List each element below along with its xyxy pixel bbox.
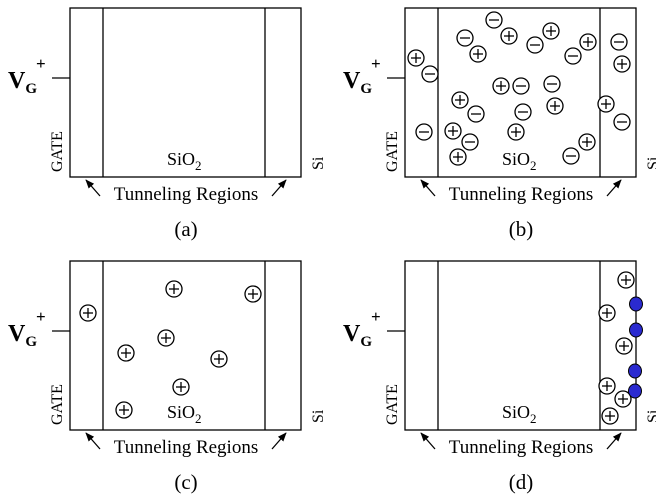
electron — [629, 384, 642, 398]
voltage-superscript: + — [36, 54, 46, 73]
voltage-subscript: G — [25, 334, 37, 350]
tunneling-arrow — [607, 433, 621, 449]
gate-label: GATE — [49, 384, 66, 425]
gate-label: GATE — [384, 384, 401, 425]
substrate-label: Si — [645, 409, 656, 423]
electron — [630, 323, 643, 337]
voltage-symbol: V — [8, 321, 26, 347]
substrate-label: Si — [310, 156, 327, 170]
electron — [630, 297, 643, 311]
tunneling-arrow — [421, 433, 435, 449]
voltage-superscript: + — [371, 54, 381, 73]
gate-label: GATE — [384, 131, 401, 172]
oxide-subscript: 2 — [530, 158, 537, 173]
oxide-label: SiO2 — [502, 149, 537, 173]
tunneling-arrow — [86, 180, 100, 196]
gate-voltage: VG — [343, 68, 372, 97]
voltage-superscript: + — [36, 307, 46, 326]
oxide-label: SiO2 — [502, 402, 537, 426]
voltage-symbol: V — [8, 68, 26, 94]
tunneling-label: Tunneling Regions — [114, 437, 258, 458]
tunneling-arrow — [272, 433, 286, 449]
oxide-text: SiO — [502, 402, 530, 422]
caption: (b) — [509, 217, 534, 241]
voltage-symbol: V — [343, 68, 361, 94]
voltage-subscript: G — [360, 334, 372, 350]
gate-voltage: VG — [8, 68, 37, 97]
tunneling-label: Tunneling Regions — [449, 437, 593, 458]
tunneling-arrow — [421, 180, 435, 196]
tunneling-arrow — [607, 180, 621, 196]
tunneling-arrow — [272, 180, 286, 196]
oxide-subscript: 2 — [195, 158, 202, 173]
tunneling-arrow — [86, 433, 100, 449]
gate-label: GATE — [49, 131, 66, 172]
gate-voltage: VG — [343, 321, 372, 350]
electron — [629, 364, 642, 378]
caption: (c) — [174, 470, 197, 494]
voltage-superscript: + — [371, 307, 381, 326]
oxide-text: SiO — [167, 402, 195, 422]
oxide-subscript: 2 — [530, 411, 537, 426]
oxide-text: SiO — [502, 149, 530, 169]
oxide-label: SiO2 — [167, 149, 202, 173]
tunneling-label: Tunneling Regions — [114, 184, 258, 205]
voltage-subscript: G — [360, 81, 372, 97]
oxide-subscript: 2 — [195, 411, 202, 426]
caption: (a) — [174, 217, 197, 241]
oxide-text: SiO — [167, 149, 195, 169]
voltage-symbol: V — [343, 321, 361, 347]
oxide-label: SiO2 — [167, 402, 202, 426]
voltage-subscript: G — [25, 81, 37, 97]
caption: (d) — [509, 470, 534, 494]
substrate-label: Si — [310, 409, 327, 423]
substrate-label: Si — [645, 156, 656, 170]
gate-voltage: VG — [8, 321, 37, 350]
figure: VG+GATESiO2SiTunneling Regions(a)VG+GATE… — [0, 0, 656, 501]
tunneling-label: Tunneling Regions — [449, 184, 593, 205]
